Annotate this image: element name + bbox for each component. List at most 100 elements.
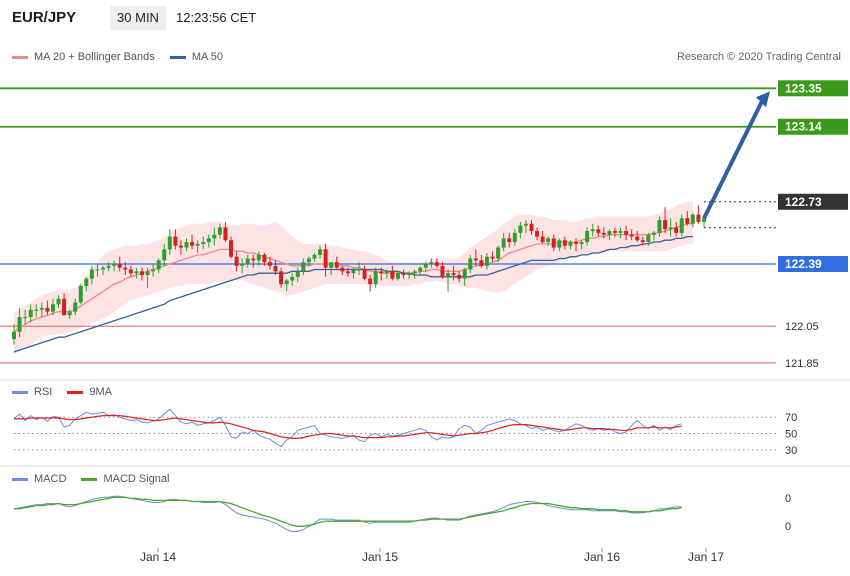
candle-body: [624, 231, 629, 235]
candle-body: [95, 269, 100, 271]
candle-body: [434, 262, 439, 266]
candle-body: [690, 214, 695, 224]
rsi-tick-label: 70: [785, 412, 797, 424]
candle-body: [540, 236, 545, 243]
forecast-arrow-head: [756, 91, 770, 108]
candle-body: [451, 273, 456, 275]
interval-selector[interactable]: 30 MIN: [110, 6, 166, 30]
candle-body: [679, 218, 684, 233]
candle-body: [468, 258, 473, 270]
candle-body: [45, 307, 50, 312]
rsi-ma-swatch: [67, 390, 84, 394]
candle-body: [612, 231, 617, 233]
candle-body: [490, 256, 495, 259]
rsi-tick-label: 50: [785, 429, 797, 441]
candle-body: [273, 265, 278, 272]
candle-body: [423, 264, 428, 268]
resistance-1-tag-value: 123.14: [785, 120, 822, 134]
macd-signal-line: [14, 496, 682, 527]
macd-signal-swatch: [81, 477, 98, 481]
candle-body: [301, 262, 306, 272]
candle-body: [106, 265, 111, 268]
candle-body: [496, 247, 501, 259]
candle-body: [407, 273, 412, 275]
candle-body: [323, 249, 328, 268]
candle-body: [217, 227, 222, 235]
candle-body: [395, 273, 400, 279]
candle-body: [702, 218, 706, 222]
research-credit: Research © 2020 Trading Central: [676, 51, 841, 63]
rsi-legend: RSI 9MA: [12, 386, 112, 398]
symbol-title: EUR/JPY: [12, 9, 77, 26]
candles-group: [12, 205, 706, 345]
rsi-ma-legend-label: 9MA: [89, 386, 113, 398]
candle-body: [101, 267, 106, 270]
current-price-tag-value: 122.39: [785, 257, 822, 271]
candle-body: [223, 227, 228, 241]
candle-body: [518, 225, 523, 233]
candle-body: [67, 311, 72, 316]
candle-body: [601, 232, 606, 235]
macd-legend-label: MACD: [34, 473, 67, 485]
rsi-swatch: [12, 390, 28, 394]
candle-body: [112, 264, 117, 266]
candle-body: [629, 234, 634, 237]
candle-body: [562, 240, 567, 246]
candle-body: [245, 258, 250, 265]
candle-body: [89, 269, 94, 279]
candle-body: [279, 271, 284, 285]
candle-body: [290, 276, 295, 281]
candle-body: [17, 317, 22, 332]
candle-body: [574, 242, 579, 244]
resistance-1-tag: 123.14: [778, 118, 848, 135]
candle-body: [173, 236, 178, 246]
candle-body: [123, 267, 128, 270]
rsi-tick-label: 30: [785, 445, 797, 457]
candle-body: [340, 267, 345, 272]
candle-body: [535, 231, 540, 237]
candle-body: [507, 238, 512, 243]
target-tag: 122.73: [778, 193, 848, 210]
support-s2-label: 121.85: [785, 358, 819, 370]
resistance-2-tag: 123.35: [778, 80, 848, 97]
candle-body: [357, 269, 361, 271]
candle-body: [295, 271, 300, 277]
candle-body: [78, 285, 83, 303]
candle-body: [390, 271, 395, 279]
candle-body: [674, 227, 679, 233]
current-price-tag: 122.39: [778, 256, 848, 273]
candle-body: [56, 298, 61, 305]
current-price-tag-box: [778, 256, 848, 273]
candle-body: [190, 242, 195, 246]
price-legend: MA 20 + Bollinger Bands MA 50: [12, 51, 223, 63]
candle-body: [62, 298, 67, 316]
macd-line: [13, 495, 682, 532]
candle-body: [156, 260, 161, 270]
candle-body: [117, 264, 122, 268]
candle-body: [523, 223, 528, 226]
candle-body: [139, 271, 144, 275]
candle-body: [418, 267, 423, 272]
date-label: Jan 17: [688, 550, 724, 564]
candle-body: [234, 256, 239, 266]
candle-body: [590, 229, 595, 232]
candle-body: [73, 302, 78, 312]
candle-body: [512, 232, 517, 243]
ma50-legend-label: MA 50: [191, 51, 224, 63]
candle-body: [362, 269, 367, 279]
candle-body: [134, 271, 139, 274]
candle-body: [484, 256, 489, 266]
candle-body: [646, 234, 651, 243]
candle-body: [201, 242, 206, 244]
candle-body: [34, 309, 39, 311]
candle-body: [256, 254, 261, 261]
support-s1-label: 122.05: [785, 321, 819, 333]
candle-body: [473, 258, 478, 261]
candle-body: [668, 227, 673, 230]
candle-body: [351, 269, 356, 274]
candle-body: [306, 258, 311, 263]
candle-body: [501, 238, 506, 248]
candle-body: [551, 238, 556, 248]
candle-body: [178, 245, 183, 248]
candle-body: [12, 331, 16, 340]
